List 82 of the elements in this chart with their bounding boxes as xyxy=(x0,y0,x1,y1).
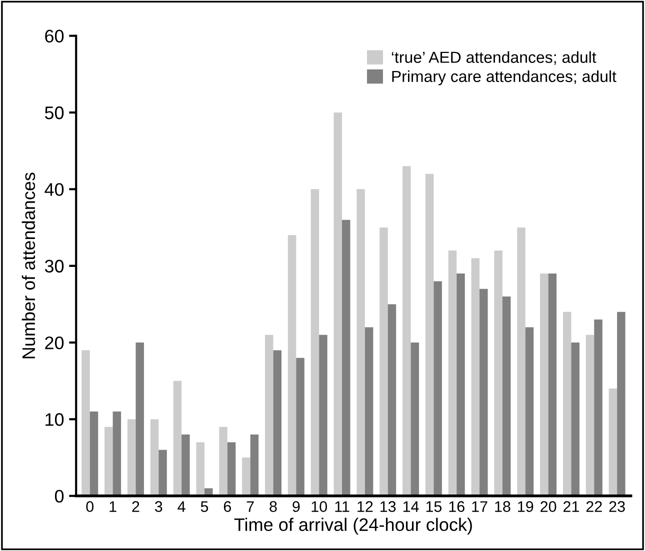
x-tick-label: 23 xyxy=(609,501,625,512)
bar xyxy=(310,189,320,496)
x-tick-label: 19 xyxy=(518,501,534,512)
bar xyxy=(227,442,236,496)
bar xyxy=(90,412,98,496)
bar xyxy=(150,419,159,496)
bar xyxy=(364,327,374,496)
x-tick-label: 15 xyxy=(426,501,442,512)
x-tick-label: 1 xyxy=(110,501,116,512)
bar xyxy=(540,274,548,496)
bar xyxy=(594,320,602,496)
bar xyxy=(264,334,274,496)
x-tick-label: 14 xyxy=(403,501,419,512)
x-tick-label: 8 xyxy=(270,501,277,512)
x-tick-label: 7 xyxy=(246,501,254,512)
bar xyxy=(586,334,594,496)
y-tick-label: 30 xyxy=(44,260,64,273)
bar xyxy=(273,350,282,496)
x-tick-label: 13 xyxy=(380,501,396,512)
y-tick-label: 40 xyxy=(44,183,64,196)
y-tick-label: 0 xyxy=(54,490,64,503)
bar xyxy=(296,358,304,496)
bar xyxy=(548,274,557,496)
bar xyxy=(196,442,204,496)
bar xyxy=(136,342,144,496)
bar xyxy=(608,388,618,496)
x-tick-label: 21 xyxy=(563,501,579,512)
bar xyxy=(480,288,488,496)
bar xyxy=(380,228,388,496)
bar xyxy=(571,342,580,496)
x-tick-label: 11 xyxy=(335,501,350,512)
bar xyxy=(250,434,259,496)
x-tick-label: 16 xyxy=(449,501,464,512)
y-tick-label: 10 xyxy=(46,413,64,426)
bar xyxy=(112,412,122,496)
bar xyxy=(219,426,228,496)
x-tick-label: 18 xyxy=(495,501,510,512)
bar xyxy=(617,312,626,496)
bar xyxy=(494,250,502,496)
bar xyxy=(342,220,350,496)
x-tick-label: 9 xyxy=(292,501,300,512)
bar xyxy=(471,258,480,496)
bar xyxy=(319,334,328,496)
bar xyxy=(127,419,136,496)
bar xyxy=(502,296,511,496)
x-tick-label: 3 xyxy=(154,501,162,512)
x-tick-label: 10 xyxy=(312,501,327,512)
x-tick-label: 2 xyxy=(132,501,140,512)
bar xyxy=(242,458,250,496)
bar xyxy=(158,450,167,496)
x-tick-label: 12 xyxy=(358,501,373,512)
y-axis-title: Number of attendances xyxy=(22,172,36,358)
bar xyxy=(82,350,90,496)
bar xyxy=(173,380,182,496)
bar xyxy=(402,166,411,496)
bar xyxy=(334,112,342,496)
bar xyxy=(288,235,296,496)
x-axis-title: Time of arrival (24-hour clock) xyxy=(234,518,472,535)
legend-label: Primary care attendances; adult xyxy=(392,70,616,86)
bar xyxy=(388,304,396,496)
bar xyxy=(410,342,420,496)
x-tick-label: 4 xyxy=(178,501,186,512)
bar xyxy=(456,274,465,496)
x-tick-label: 6 xyxy=(224,501,231,512)
bar xyxy=(448,250,457,496)
y-tick-label: 20 xyxy=(45,336,64,350)
bar xyxy=(434,281,442,496)
x-tick-label: 20 xyxy=(540,501,556,512)
y-tick-label: 60 xyxy=(45,30,64,43)
legend-label: ‘true’ AED attendances; adult xyxy=(392,51,596,65)
bar xyxy=(517,228,526,496)
x-tick-label: 0 xyxy=(86,501,94,512)
y-tick-label: 50 xyxy=(44,106,64,120)
bar xyxy=(425,174,434,496)
bar xyxy=(104,426,113,496)
x-tick-label: 17 xyxy=(472,501,488,512)
bar xyxy=(356,189,365,496)
x-tick-label: 22 xyxy=(586,501,602,512)
x-tick-label: 5 xyxy=(200,501,208,512)
bar xyxy=(562,312,572,496)
bar xyxy=(525,327,534,496)
bar xyxy=(182,434,190,496)
